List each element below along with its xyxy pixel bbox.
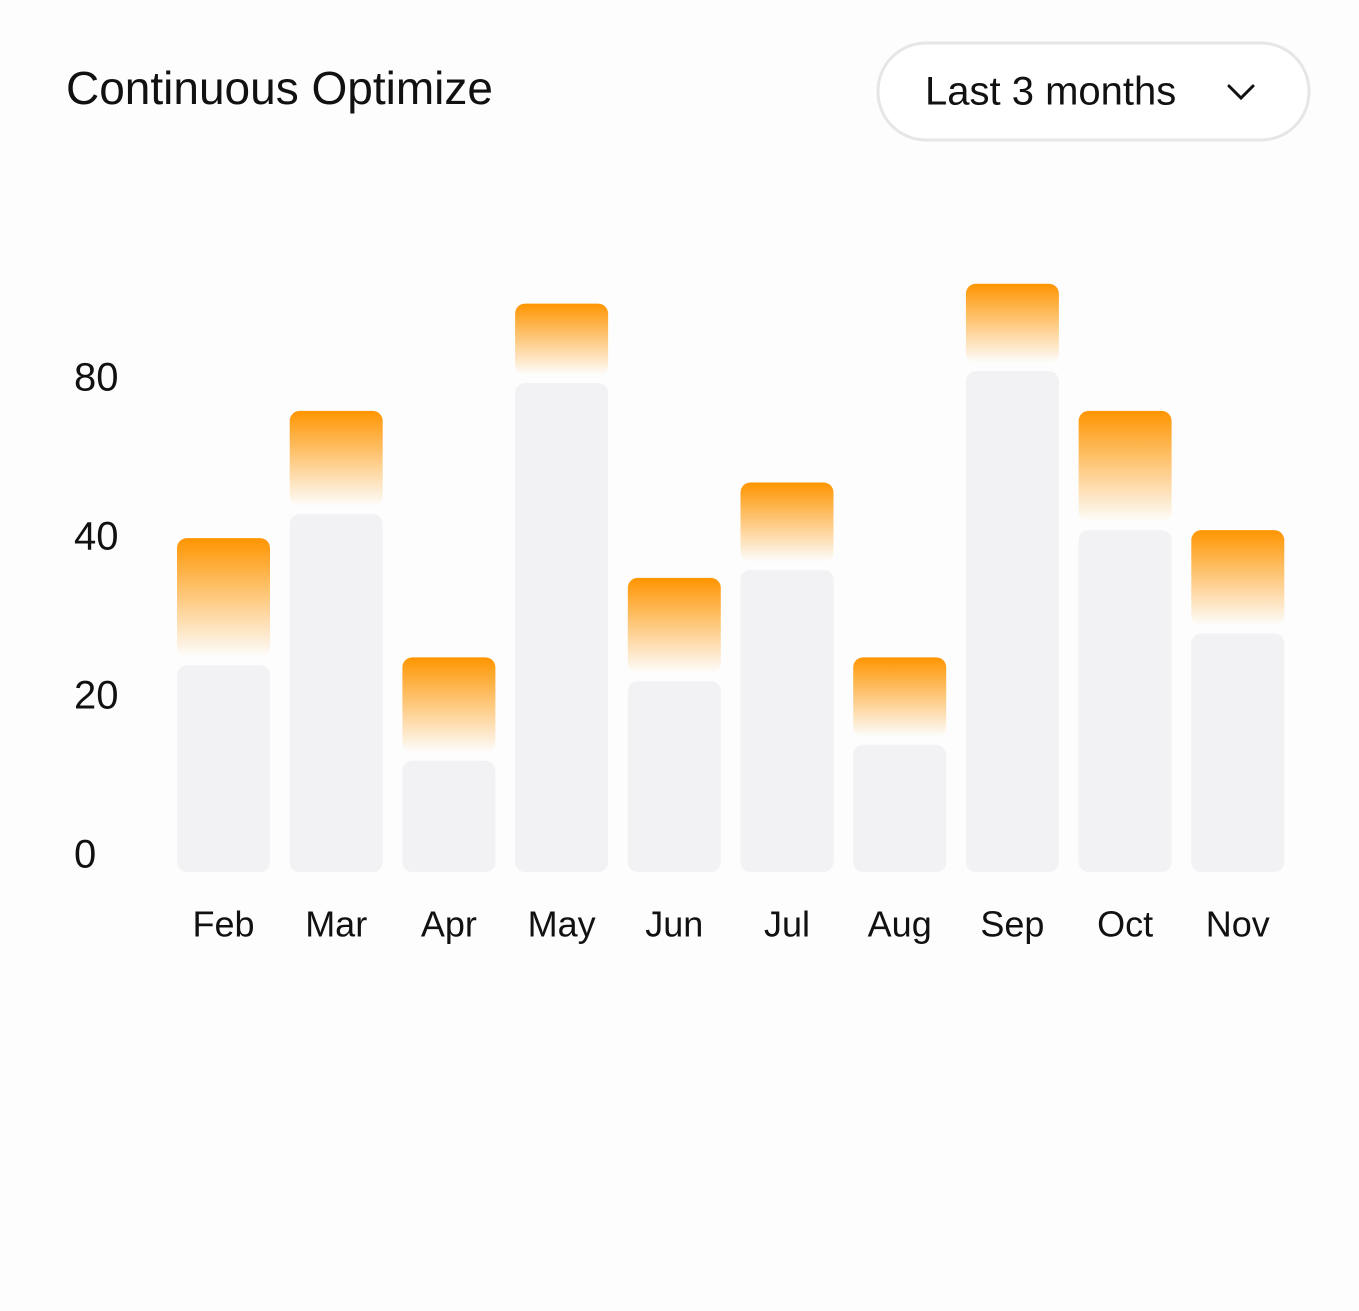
- x-tick-label: Apr: [421, 904, 477, 945]
- bar-top: [627, 577, 721, 674]
- bar-base: [1191, 633, 1285, 872]
- x-tick-label: Nov: [1206, 904, 1270, 945]
- bar-base: [853, 744, 947, 872]
- y-tick-label: 20: [74, 674, 119, 718]
- bar-top: [515, 303, 609, 376]
- bar-base: [402, 760, 496, 872]
- x-tick-label: Aug: [868, 904, 932, 945]
- x-tick-label: Mar: [305, 904, 367, 945]
- bar-base: [740, 569, 834, 872]
- bar-top: [853, 657, 947, 737]
- bar-top: [289, 410, 383, 507]
- x-tick-label: Feb: [192, 904, 254, 945]
- dropdown-label[interactable]: Last 3 months: [925, 70, 1176, 114]
- bar-base: [965, 371, 1059, 872]
- bar-base: [1078, 530, 1172, 872]
- dropdown-box[interactable]: [876, 41, 1311, 142]
- bar-base: [289, 514, 383, 872]
- bar-top: [402, 657, 496, 753]
- bar-base: [627, 681, 721, 872]
- bar-top: [177, 538, 270, 658]
- bar-top: [1078, 410, 1172, 523]
- y-tick-label: 0: [74, 833, 96, 877]
- chart-title: Continuous Optimize: [66, 62, 493, 114]
- bar-base: [177, 665, 270, 872]
- bar-base: [515, 383, 609, 872]
- x-tick-label: Oct: [1097, 904, 1153, 945]
- y-tick-label: 40: [74, 515, 119, 559]
- bar-top: [965, 283, 1059, 364]
- bar-top: [740, 482, 834, 562]
- x-tick-label: Jul: [764, 904, 810, 945]
- bar-top: [1191, 530, 1285, 626]
- x-tick-label: May: [528, 904, 596, 945]
- x-tick-label: Jun: [645, 904, 703, 945]
- period-dropdown[interactable]: Last 3 months: [876, 41, 1311, 142]
- chevron-icon[interactable]: [1227, 84, 1255, 101]
- x-tick-label: Sep: [980, 904, 1044, 945]
- y-tick-label: 80: [74, 356, 119, 400]
